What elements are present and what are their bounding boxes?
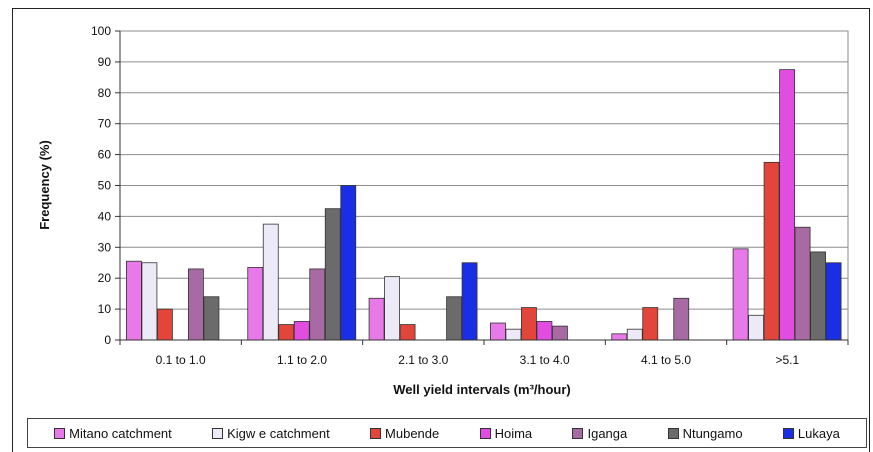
y-tick-label: 80 [98, 86, 112, 100]
bar [732, 248, 749, 341]
bar [825, 262, 842, 341]
legend-label: Iganga [587, 425, 628, 441]
legend-item: Lukaya [782, 425, 840, 441]
legend-item: Iganga [572, 426, 627, 441]
bar [188, 268, 204, 341]
bar [141, 262, 158, 341]
axes: 0 10 20 30 40 50 60 70 80 90 100 0.1 to 1.0 1.1 to 2… [91, 24, 849, 367]
x-tick-label: 2.1 to 3.0 [398, 353, 448, 367]
legend-swatch [370, 427, 382, 439]
legend-label: Lukaya [797, 425, 840, 441]
bar [309, 268, 326, 341]
bar [368, 297, 385, 341]
bar [278, 324, 295, 341]
x-tick-label: 3.1 to 4.0 [520, 353, 570, 367]
legend-label: Mubende [385, 425, 440, 441]
bar [126, 260, 142, 341]
bar [673, 297, 690, 341]
legend-item: Mubende [370, 426, 439, 441]
gridlines [119, 30, 849, 341]
bar [157, 308, 173, 341]
y-tick-label: 30 [98, 240, 112, 254]
bar [521, 307, 537, 341]
x-tick-label: 1.1 to 2.0 [277, 353, 327, 367]
bar [446, 296, 462, 341]
y-tick-label: 10 [98, 302, 112, 316]
x-tick-label: 4.1 to 5.0 [641, 353, 691, 367]
bar [642, 307, 659, 341]
bar [505, 328, 522, 341]
legend-swatch [479, 427, 491, 439]
x-tick-label: >5.1 [775, 353, 799, 367]
y-tick-label: 50 [98, 179, 112, 193]
legend-swatch [667, 427, 679, 439]
legend-swatch [54, 427, 66, 439]
bar [794, 226, 811, 341]
x-tick-label: 0.1 to 1.0 [156, 353, 206, 367]
legend-label: Ntungamo [682, 425, 743, 441]
bar [293, 321, 310, 341]
y-tick-label: 100 [91, 24, 111, 38]
bar [399, 324, 416, 341]
bar [536, 321, 553, 341]
bars [126, 69, 842, 341]
legend-swatch [782, 427, 794, 439]
legend-swatch [212, 427, 224, 439]
legend-label: Kigw e catchment [227, 425, 330, 441]
bar [461, 262, 478, 341]
bar [324, 208, 341, 341]
x-axis-title: Well yield intervals (m³/hour) [393, 382, 570, 397]
bar [779, 69, 795, 341]
y-axis-title: Frequency (%) [37, 140, 52, 230]
bar [384, 276, 400, 341]
bar [247, 266, 264, 341]
bar [490, 322, 506, 341]
y-tick-label: 40 [98, 209, 112, 223]
bar [552, 325, 568, 341]
legend-item: Ntungamo [667, 425, 743, 441]
legend: Mitano catchment Kigw e catchment Mubende H… [27, 418, 867, 448]
bar [763, 161, 780, 341]
legend-swatch [572, 427, 584, 439]
legend-item: Mitano catchment [54, 426, 172, 441]
bar [626, 328, 643, 341]
bar [340, 185, 357, 341]
bar [611, 333, 628, 341]
legend-item: Hoima [479, 425, 533, 441]
y-tick-label: 0 [104, 333, 111, 347]
bar [748, 314, 764, 341]
legend-label: Hoima [494, 425, 533, 441]
legend-label: Mitano catchment [69, 425, 172, 441]
y-tick-label: 90 [98, 55, 112, 69]
bar [810, 251, 826, 341]
y-tick-label: 20 [98, 271, 112, 285]
legend-item: Kigw e catchment [212, 426, 330, 441]
y-tick-label: 70 [98, 117, 112, 131]
bar [262, 223, 279, 341]
bar [203, 296, 220, 341]
y-tick-label: 60 [98, 148, 112, 162]
chart-frame [12, 8, 870, 452]
